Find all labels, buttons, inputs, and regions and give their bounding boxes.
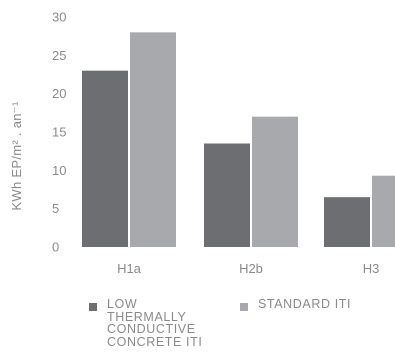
- legend-swatch-standard-iti: [240, 303, 248, 311]
- y-axis-label: KWh EP/m² . an⁻¹: [9, 101, 24, 211]
- y-tick-label: 0: [52, 240, 59, 255]
- legend-item-low-thermally-conductive: LOW THERMALLY CONDUCTIVE CONCRETE ITI: [89, 298, 202, 348]
- x-tick-label: H1a: [117, 261, 142, 276]
- bars: [82, 32, 395, 248]
- legend-label-low-thermally-conductive: LOW THERMALLY CONDUCTIVE CONCRETE ITI: [107, 297, 203, 349]
- x-tick-label: H2b: [239, 261, 263, 276]
- bar-h3-series-1: [324, 197, 370, 247]
- y-tick-label: 5: [52, 201, 59, 216]
- y-axis-ticks: 0 5 10 15 20 25 30: [52, 10, 66, 255]
- legend: LOW THERMALLY CONDUCTIVE CONCRETE ITI ST…: [0, 298, 395, 362]
- x-tick-label: H3: [363, 261, 380, 276]
- y-tick-label: 20: [52, 86, 66, 101]
- bar-h1a-series-1: [82, 70, 128, 248]
- y-tick-label: 30: [52, 10, 66, 25]
- x-axis-ticks: H1a H2b H3: [117, 261, 379, 276]
- bar-h2b-series-2: [252, 116, 298, 248]
- legend-label-standard-iti: STANDARD ITI: [258, 297, 352, 311]
- y-tick-label: 10: [52, 163, 66, 178]
- bar-h1a-series-2: [130, 32, 176, 248]
- y-tick-label: 25: [52, 48, 66, 63]
- legend-swatch-low-thermally-conductive: [89, 303, 97, 311]
- legend-item-standard-iti: STANDARD ITI: [240, 298, 351, 311]
- bar-h3-series-2: [372, 175, 395, 247]
- bar-h2b-series-1: [204, 143, 250, 247]
- y-tick-label: 15: [52, 125, 66, 140]
